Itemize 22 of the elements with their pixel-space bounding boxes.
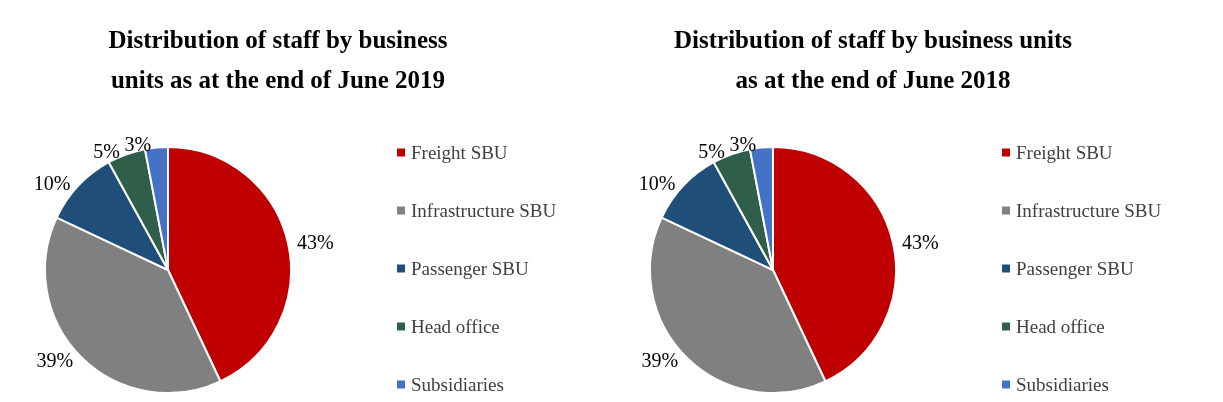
legend-label: Infrastructure SBU (411, 200, 557, 221)
data-label: 5% (698, 139, 725, 162)
chart-title: Distribution of staff by business units as at the end of June 2019 (108, 25, 448, 93)
legend-label: Infrastructure SBU (1016, 200, 1162, 221)
chart-title: Distribution of staff by business units as at the end of June 2018 (673, 25, 1073, 93)
legend-label: Subsidiaries (1016, 374, 1109, 395)
data-label: 10% (638, 172, 676, 195)
data-label: 39% (36, 348, 74, 371)
data-label: 10% (33, 172, 71, 195)
legend-label: Passenger SBU (1016, 258, 1134, 279)
legend-label: Freight SBU (411, 142, 508, 163)
legend-label: Freight SBU (1016, 142, 1113, 163)
data-label: 43% (901, 231, 939, 254)
legend-label: Passenger SBU (411, 258, 529, 279)
legend-label: Head office (411, 316, 500, 337)
data-label: 3% (729, 132, 757, 155)
data-label: 5% (93, 139, 120, 162)
legend-label: Head office (1016, 316, 1105, 337)
data-label: 39% (641, 348, 679, 371)
data-label: 43% (296, 231, 334, 254)
legend-label: Subsidiaries (411, 374, 504, 395)
data-label: 3% (124, 132, 152, 155)
